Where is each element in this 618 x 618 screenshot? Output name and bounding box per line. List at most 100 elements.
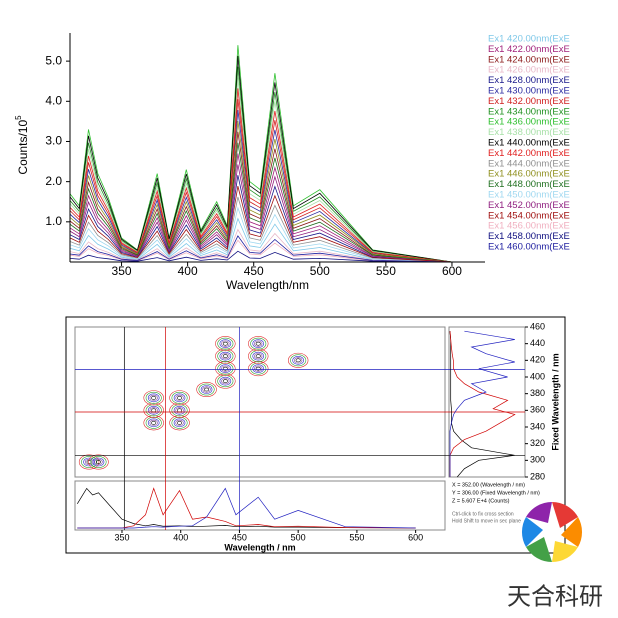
contour-ring: [145, 391, 162, 404]
spectra: [77, 487, 416, 529]
contour-ring: [255, 341, 261, 346]
section-slice: [449, 331, 515, 478]
y-tick-label: 360: [530, 405, 545, 415]
y-tick-label: 380: [530, 388, 545, 398]
contour-ring: [147, 393, 160, 403]
section-spectrum: [77, 487, 416, 529]
contour-ring: [217, 350, 234, 363]
legend-entry: Ex1 422.00nm(ExE: [488, 44, 570, 55]
y-tick-label: 460: [530, 321, 545, 331]
contour-ring: [169, 390, 190, 406]
spectrum-line: [70, 131, 453, 262]
spectrum-line: [70, 235, 453, 262]
legend-entry: Ex1 444.00nm(ExE: [488, 158, 570, 169]
contour-frame: [65, 316, 566, 554]
contour-ring: [221, 353, 230, 360]
readout: Y = 306.00 (Fixed Wavelength / nm): [452, 490, 540, 496]
y-tick-label: 4.0: [45, 93, 62, 107]
x-tick-label: 450: [244, 264, 264, 278]
x-tick-label: 500: [291, 532, 306, 542]
contour-ring: [295, 358, 301, 363]
spectrum-line: [70, 228, 453, 262]
y-axis-label: Counts/105: [14, 115, 30, 175]
y-tick-label: 340: [530, 421, 545, 431]
contour-ring: [222, 354, 228, 359]
y-axis-label: Fixed Wavelength / nm: [550, 353, 560, 450]
legend-entry: Ex1 456.00nm(ExE: [488, 221, 570, 232]
contour-ring: [147, 406, 160, 415]
contour-ring: [219, 364, 232, 373]
contour-ring: [151, 420, 157, 425]
contour-ring: [173, 393, 186, 403]
contour-ring: [149, 394, 158, 401]
legend-entry: Ex1 440.00nm(ExE: [488, 138, 570, 149]
legend-entry: Ex1 442.00nm(ExE: [488, 148, 570, 159]
logo: [521, 502, 583, 562]
contour-ring: [222, 366, 228, 371]
spectrum-line: [70, 239, 453, 262]
y-tick-label: 1.0: [45, 214, 62, 228]
spectrum-line: [70, 142, 453, 262]
contour-ring: [250, 337, 267, 350]
contour-ring: [143, 415, 164, 431]
contour-ring: [215, 373, 236, 389]
y-tick-label: 3.0: [45, 134, 62, 148]
hint: Hold Shift to move in sec plane: [452, 518, 521, 524]
contour-ring: [219, 351, 232, 361]
contour-ring: [255, 354, 261, 359]
legend-entry: Ex1 446.00nm(ExE: [488, 169, 570, 180]
legend-entry: Ex1 432.00nm(ExE: [488, 96, 570, 107]
contour-ring: [171, 391, 188, 404]
contour-ring: [78, 454, 100, 470]
legend-entry: Ex1 454.00nm(ExE: [488, 210, 570, 221]
contour-ring: [215, 336, 236, 352]
panel: [448, 326, 526, 478]
legend-entry: Ex1 458.00nm(ExE: [488, 231, 570, 242]
contour-ring: [169, 415, 190, 431]
y-tick-label: 300: [530, 455, 545, 465]
y-tick-label: 400: [530, 371, 545, 381]
legend-entry: Ex1 424.00nm(ExE: [488, 54, 570, 65]
spectrum-line: [70, 153, 453, 262]
spectrum-line: [70, 88, 453, 262]
hint: Ctrl-click to fix cross section: [452, 511, 514, 517]
watermark: 天合科研: [507, 583, 603, 611]
x-tick-label: 550: [349, 532, 364, 542]
contour-ring: [222, 341, 228, 346]
spectrum-line: [70, 186, 453, 262]
contour-ring: [92, 457, 105, 467]
contour-ring: [171, 416, 188, 429]
contour-ring: [88, 454, 109, 470]
contour-ring: [217, 375, 234, 388]
spectrum-line: [70, 55, 453, 262]
contour-ring: [252, 351, 265, 361]
x-tick-label: 350: [112, 264, 132, 278]
contour-ring: [177, 395, 183, 400]
contour-ring: [292, 356, 304, 365]
legend-entry: Ex1 434.00nm(ExE: [488, 106, 570, 117]
contour-ring: [217, 337, 234, 350]
contour-ring: [151, 395, 157, 400]
contour-ring: [217, 362, 234, 375]
plot-lines: [70, 45, 453, 262]
contour-ring: [290, 354, 307, 367]
spectrum-line: [70, 45, 453, 262]
contour-ring: [221, 340, 230, 347]
x-tick-label: 600: [408, 532, 423, 542]
x-tick-label: 500: [310, 264, 330, 278]
contour-ring: [147, 418, 160, 428]
contour-ring: [81, 456, 98, 468]
spectrum-line: [70, 217, 453, 262]
legend-entry: Ex1 426.00nm(ExE: [488, 65, 570, 76]
panel: [74, 326, 446, 478]
contour-ring: [294, 357, 303, 364]
x-tick-label: 600: [442, 264, 462, 278]
contour-ring: [175, 419, 184, 426]
contour-ring: [169, 402, 190, 418]
contour-ring: [175, 407, 184, 414]
section-slice: [449, 330, 515, 477]
spectrum-line: [70, 110, 453, 262]
legend-entry: Ex1 436.00nm(ExE: [488, 117, 570, 128]
contour-ring: [145, 404, 162, 417]
